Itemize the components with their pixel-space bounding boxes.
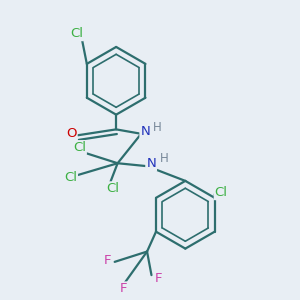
Text: H: H — [160, 152, 169, 165]
Text: Cl: Cl — [64, 171, 77, 184]
Text: O: O — [66, 127, 76, 140]
Text: Cl: Cl — [215, 186, 228, 199]
Text: Cl: Cl — [107, 182, 120, 195]
Text: Cl: Cl — [73, 141, 86, 154]
Text: N: N — [140, 125, 150, 138]
Text: N: N — [146, 157, 156, 170]
Text: F: F — [120, 282, 127, 296]
Text: F: F — [103, 254, 111, 267]
Text: F: F — [155, 272, 163, 285]
Text: Cl: Cl — [70, 27, 83, 40]
Text: H: H — [153, 122, 162, 134]
